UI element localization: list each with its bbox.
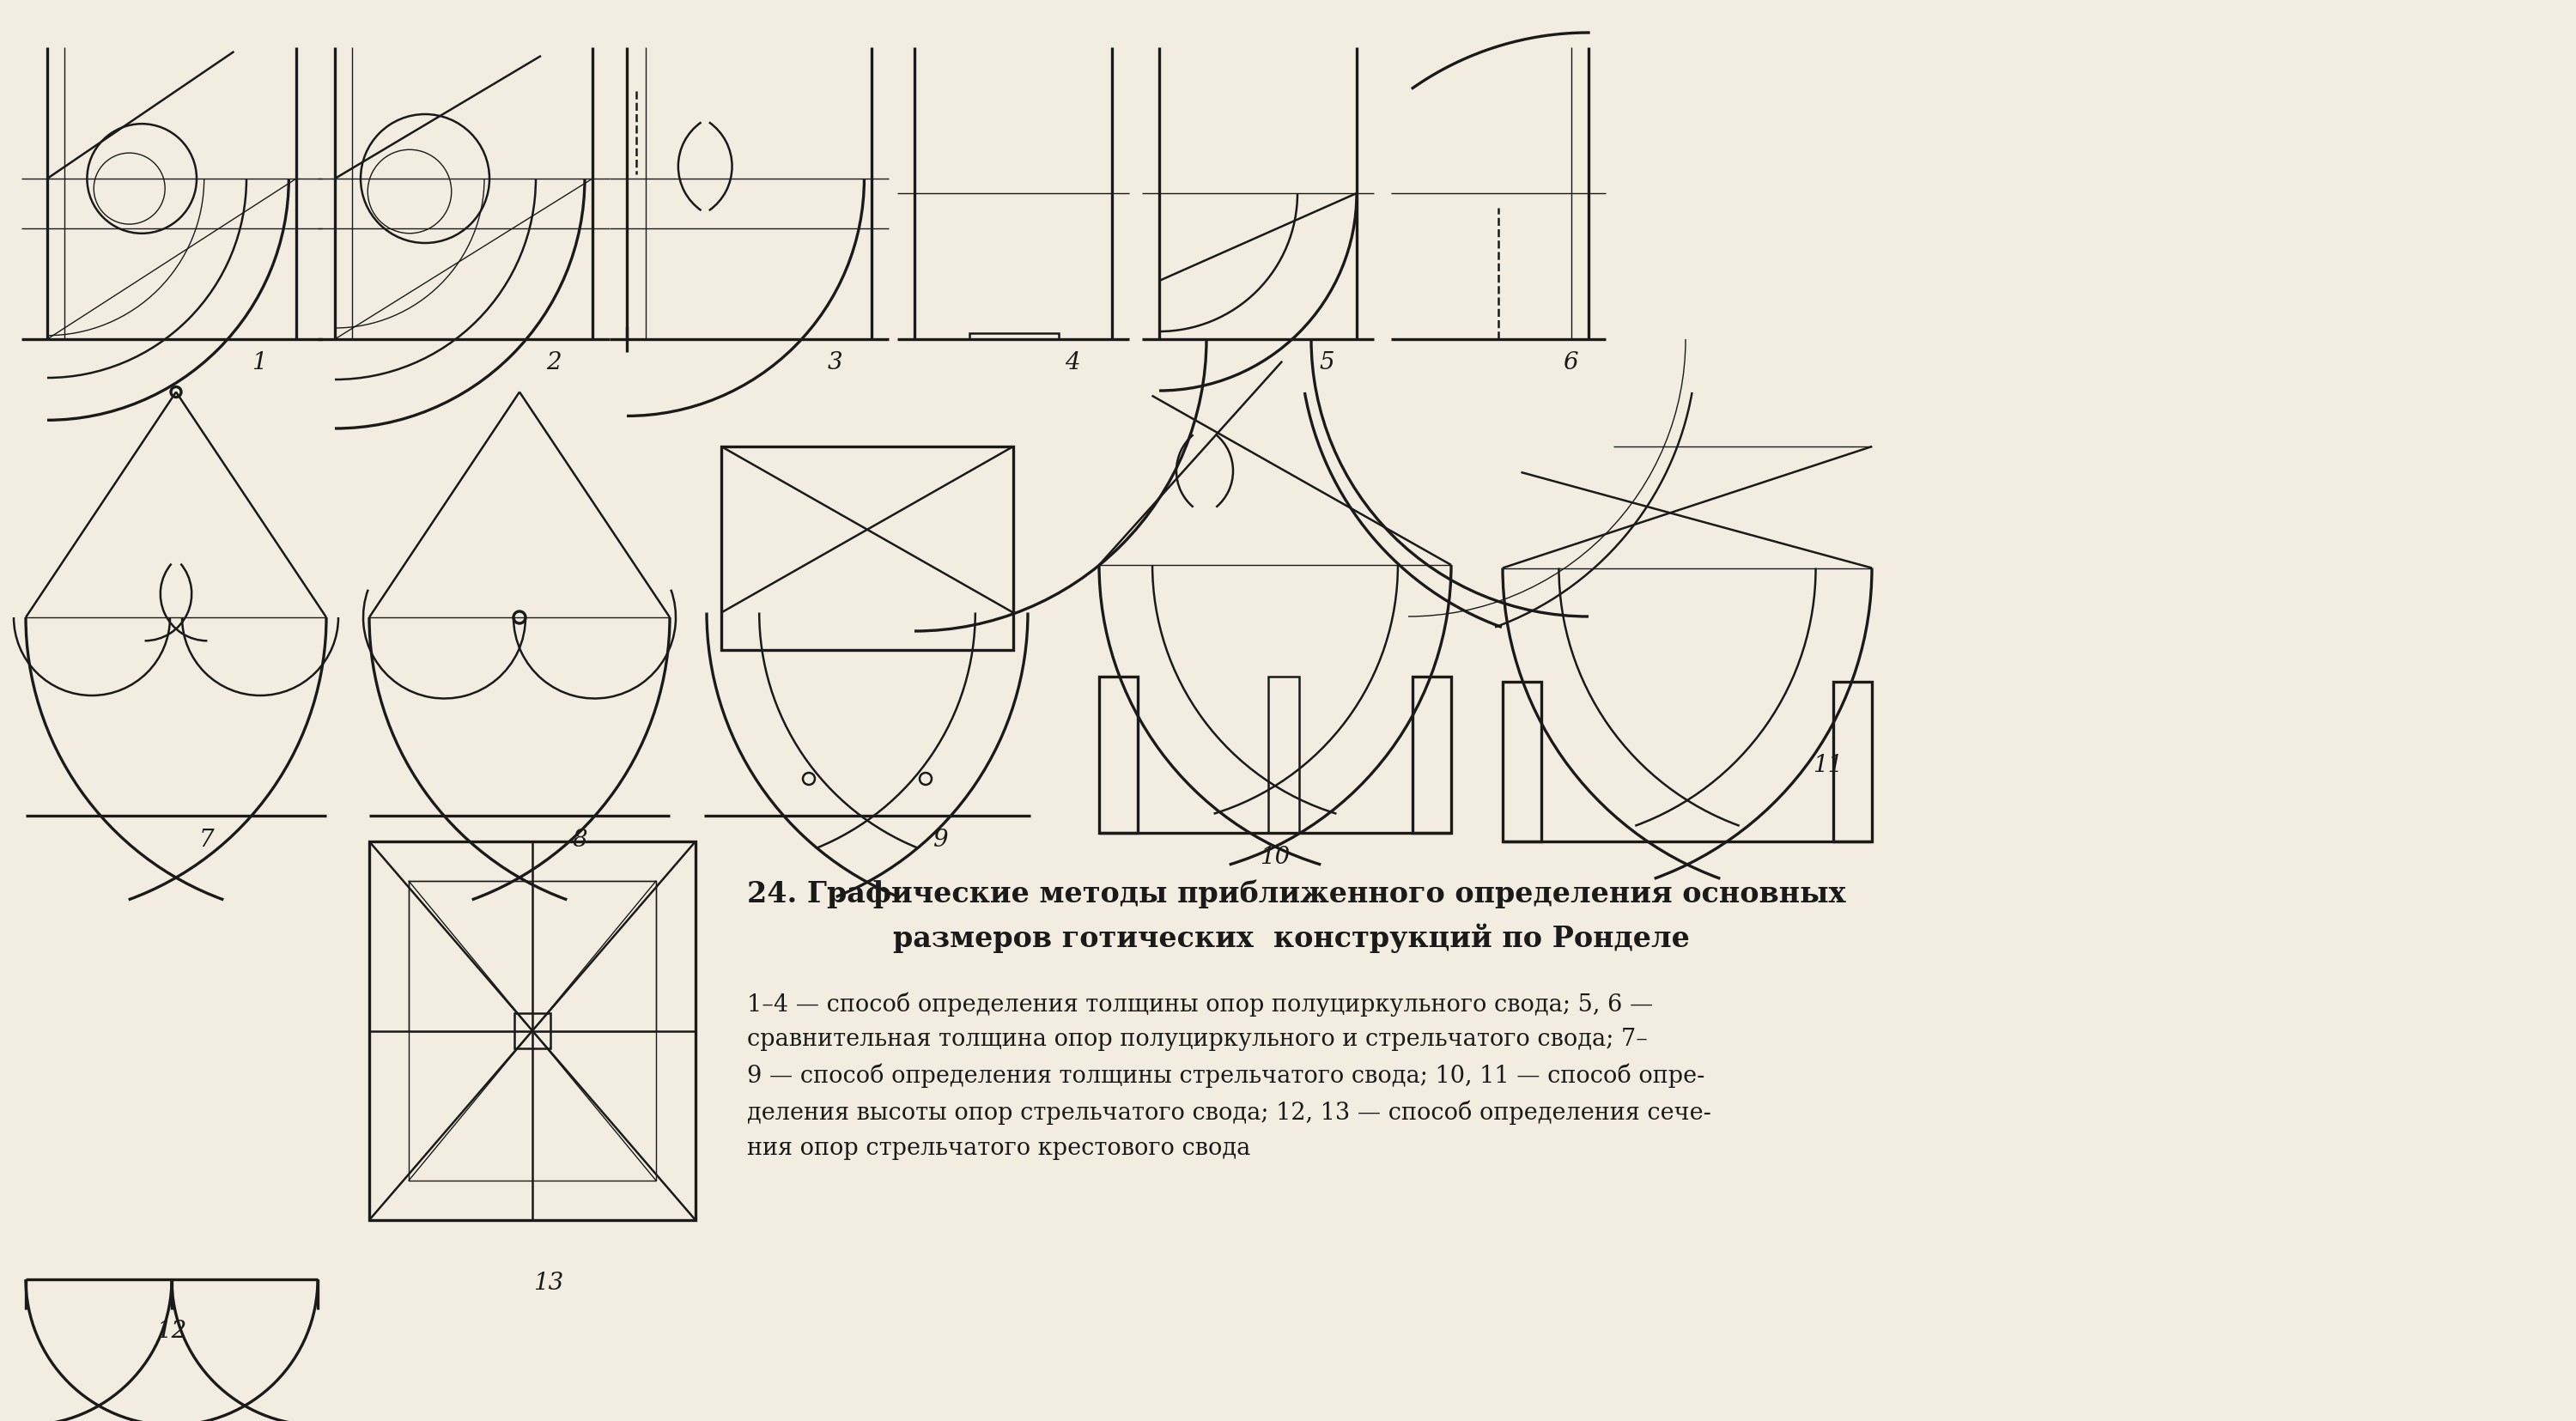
Text: 4: 4 xyxy=(1064,351,1079,375)
Bar xyxy=(1412,676,1450,833)
Bar xyxy=(1100,676,1139,833)
Text: 6: 6 xyxy=(1564,351,1579,375)
Text: 7: 7 xyxy=(198,828,214,851)
Text: 2: 2 xyxy=(546,351,562,375)
Text: 11: 11 xyxy=(1814,755,1842,777)
Bar xyxy=(515,1013,551,1049)
Bar xyxy=(1502,682,1540,841)
Bar xyxy=(1834,682,1873,841)
Text: 9: 9 xyxy=(933,828,948,851)
Bar xyxy=(1267,676,1298,833)
Text: 8: 8 xyxy=(572,828,587,851)
Text: 24. Графические методы приближенного определения основных: 24. Графические методы приближенного опр… xyxy=(747,880,1844,909)
Text: 13: 13 xyxy=(533,1272,564,1295)
Text: 3: 3 xyxy=(827,351,842,375)
Text: 10: 10 xyxy=(1260,845,1291,868)
Bar xyxy=(410,881,657,1030)
Text: размеров готических  конструкций по Ронделе: размеров готических конструкций по Ронде… xyxy=(894,924,1690,952)
Text: 1–4 — способ определения толщины опор полуциркульного свода; 5, 6 —
сравнительна: 1–4 — способ определения толщины опор по… xyxy=(747,992,1710,1160)
Bar xyxy=(410,881,657,1181)
Bar xyxy=(721,446,1012,649)
Text: 1: 1 xyxy=(252,351,265,375)
Text: 12: 12 xyxy=(157,1319,188,1343)
Bar xyxy=(368,841,696,1221)
Text: 5: 5 xyxy=(1319,351,1334,375)
Bar xyxy=(969,334,1059,340)
